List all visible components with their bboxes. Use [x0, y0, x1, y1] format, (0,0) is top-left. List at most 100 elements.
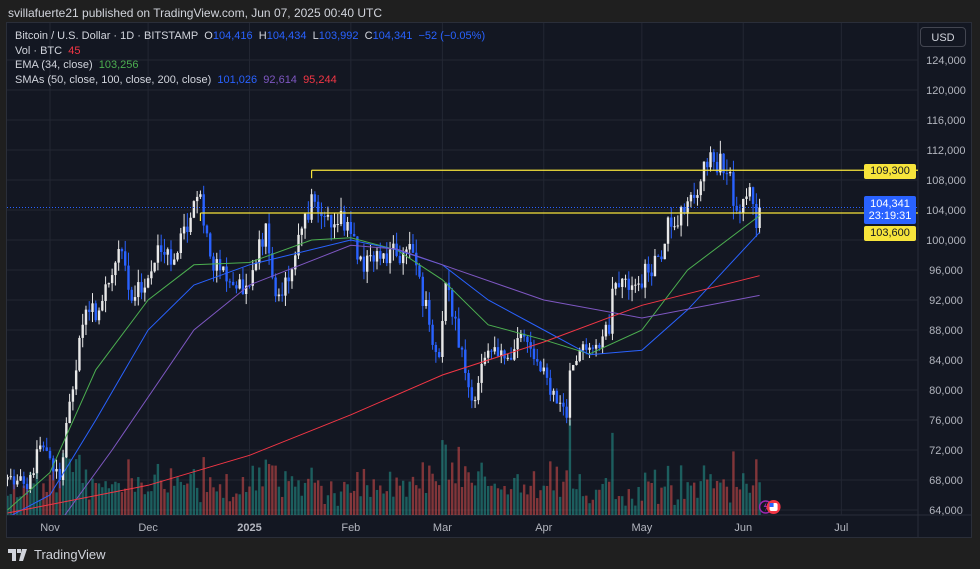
volume-bar [709, 474, 712, 515]
time-tick-label: Feb [341, 522, 360, 534]
legend-sma-row[interactable]: SMAs (50, close, 100, close, 200, close)… [15, 73, 485, 88]
candle-body [545, 367, 549, 378]
volume-bar [169, 468, 173, 515]
volume-bar [467, 472, 470, 515]
volume-bar [104, 481, 107, 515]
volume-bar [621, 496, 624, 515]
candle-body [562, 402, 565, 407]
volume-bar [52, 468, 55, 515]
volume-bar [496, 488, 500, 515]
volume-bar [359, 496, 362, 515]
legend-volume-row[interactable]: Vol · BTC 45 [15, 44, 485, 59]
volume-bar [375, 489, 379, 515]
volume-bar [640, 500, 644, 515]
open-label: O [204, 30, 213, 42]
candle-body [676, 225, 680, 227]
candle-body [405, 249, 408, 253]
candle-body [526, 336, 529, 343]
sma100-line [64, 244, 760, 515]
candle-body [457, 318, 460, 348]
resistance-price-tag: 109,300 [864, 164, 916, 179]
volume-bar [588, 503, 591, 515]
candle-body [568, 370, 572, 418]
volume-bar [663, 486, 666, 515]
volume-bar [117, 483, 120, 515]
candle-body [454, 316, 457, 319]
volume-bar [379, 485, 382, 515]
candle-body [245, 285, 248, 294]
candle-body [751, 187, 755, 204]
candle-body [38, 445, 42, 450]
volume-bar [591, 499, 595, 515]
volume-bar [352, 490, 356, 515]
candle-body [735, 205, 738, 211]
volume-bar [477, 471, 480, 515]
candle-body [22, 476, 26, 484]
volume-bar [280, 496, 284, 515]
volume-bar [297, 480, 300, 515]
candle-body [431, 324, 434, 345]
volume-bar [411, 476, 415, 515]
candle-body [388, 249, 392, 264]
candle-body [464, 349, 467, 374]
price-tick-label: 92,000 [929, 295, 963, 307]
candle-body [578, 350, 581, 361]
high-label: H [258, 30, 267, 42]
chart-panel[interactable] [6, 22, 972, 538]
candle-body [565, 406, 568, 418]
candle-body [202, 194, 205, 226]
candle-body [660, 256, 663, 260]
volume-bar [500, 489, 503, 515]
volume-bar [88, 499, 91, 515]
candle-body [186, 226, 189, 233]
candle-body [277, 294, 281, 297]
currency-selector[interactable]: USD [920, 27, 966, 47]
chart-legend: Bitcoin / U.S. Dollar · 1D · BITSTAMP O 1… [15, 29, 485, 87]
legend-ema-row[interactable]: EMA (34, close) 103,256 [15, 58, 485, 73]
volume-bar [81, 482, 84, 515]
volume-bar [624, 505, 627, 515]
candle-body [258, 239, 261, 264]
candle-body [379, 251, 382, 259]
volume-bar [549, 461, 552, 515]
volume-bar [607, 481, 611, 515]
time-tick-label: Dec [138, 522, 158, 534]
candle-body [598, 344, 601, 348]
volume-bar [568, 420, 572, 515]
volume-bar [392, 496, 395, 515]
volume-bar [722, 479, 725, 515]
volume-bar [751, 485, 755, 515]
price-tick-label: 108,000 [926, 175, 966, 187]
candle-body [467, 373, 470, 388]
volume-bar [712, 488, 716, 515]
last-price-tag: 104,341 23:19:31 [864, 196, 916, 224]
candle-body [581, 344, 585, 351]
volume-bar [346, 484, 349, 515]
candle-body [532, 348, 536, 360]
candle-body [182, 226, 186, 234]
candle-body [624, 278, 627, 280]
volume-bar [418, 488, 421, 515]
candle-body [209, 233, 212, 257]
candle-body [513, 349, 516, 360]
volume-bar [238, 494, 241, 515]
volume-bar [143, 494, 147, 515]
candle-body [16, 480, 19, 485]
price-tick-label: 84,000 [929, 355, 963, 367]
volume-bar [539, 490, 542, 515]
candle-body [362, 256, 366, 272]
candle-body [9, 476, 12, 478]
time-tick-label: May [631, 522, 652, 534]
candle-body [493, 347, 496, 352]
tradingview-logo[interactable]: TradingView [8, 547, 106, 562]
candle-body [369, 255, 372, 257]
volume-bar [307, 478, 310, 515]
candle-body [614, 283, 617, 289]
volume-bar [225, 474, 228, 515]
volume-bar [222, 497, 225, 515]
high-value: 104,434 [266, 30, 307, 42]
lightning-glyph [763, 502, 769, 512]
volume-bar [382, 493, 385, 515]
symbol-label[interactable]: Bitcoin / U.S. Dollar · 1D · BITSTAMP [15, 30, 199, 42]
